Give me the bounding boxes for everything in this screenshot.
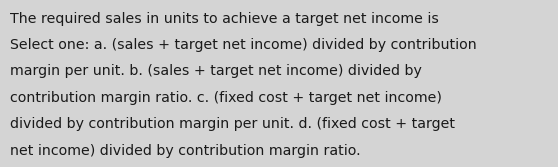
Text: margin per unit. b. (sales + target net income) divided by: margin per unit. b. (sales + target net …: [10, 64, 422, 78]
Text: divided by contribution margin per unit. d. (fixed cost + target: divided by contribution margin per unit.…: [10, 117, 455, 131]
Text: contribution margin ratio. c. (fixed cost + target net income): contribution margin ratio. c. (fixed cos…: [10, 91, 442, 105]
Text: net income) divided by contribution margin ratio.: net income) divided by contribution marg…: [10, 144, 360, 158]
Text: Select one: a. (sales + target net income) divided by contribution: Select one: a. (sales + target net incom…: [10, 38, 477, 52]
Text: The required sales in units to achieve a target net income is: The required sales in units to achieve a…: [10, 12, 439, 26]
